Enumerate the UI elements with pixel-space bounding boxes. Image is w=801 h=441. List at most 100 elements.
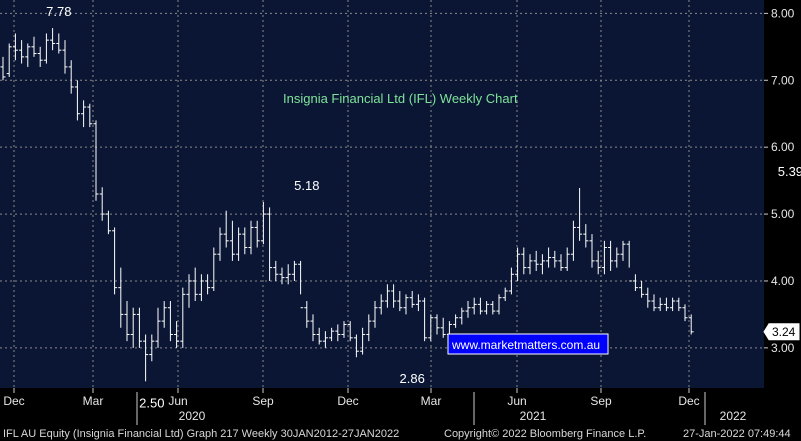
x-year-label: 2021 (520, 409, 547, 423)
ohlc-bar (217, 227, 223, 261)
ohlc-bar (186, 274, 192, 308)
ohlc-bar (484, 301, 490, 315)
ohlc-bar (56, 33, 62, 54)
ohlc-bar (583, 224, 589, 248)
ohlc-bar (291, 260, 297, 281)
ohlc-bar (136, 307, 142, 348)
ohlc-bar (614, 247, 620, 268)
ohlc-bar (112, 227, 118, 295)
watermark: www.marketmatters.com.au (447, 333, 609, 355)
ohlc-bar (670, 297, 676, 312)
last-price-marker: 3.24 (763, 323, 800, 341)
ohlc-bar (527, 254, 533, 275)
ohlc-bar (25, 43, 31, 67)
watermark-text: www.marketmatters.com.au (451, 338, 600, 352)
ohlc-bar (174, 321, 180, 348)
ohlc-bar (335, 324, 341, 342)
ohlc-bar (205, 274, 211, 295)
y-axis-ticks: 3.00 4.00 5.00 6.00 7.00 8.00 (764, 6, 795, 355)
ohlc-bar (384, 284, 390, 308)
price-annotation: 5.18 (294, 178, 319, 193)
y-tick-label: 5.00 (771, 207, 795, 221)
ohlc-bar (285, 264, 291, 285)
ohlc-bar (149, 334, 155, 362)
ohlc-bar (477, 297, 483, 315)
ohlc-bar (329, 327, 335, 342)
x-axis-ticks: Dec Mar Jun Sep Dec Mar Jun Sep Dec 2020 2021 2022 (3, 388, 747, 425)
ohlc-bar (118, 267, 124, 328)
ohlc-bar (211, 247, 217, 291)
ohlc-bar (539, 254, 545, 275)
ohlc-bar (81, 100, 87, 128)
ohlc-bar (564, 247, 570, 271)
ohlc-bar (428, 314, 434, 342)
footer-bar (0, 425, 801, 441)
ohlc-bar (236, 227, 242, 261)
ohlc-bar (663, 297, 669, 312)
ohlc-bar (37, 46, 43, 67)
y-tick-label: 8.00 (771, 6, 795, 20)
ohlc-bar (378, 294, 384, 315)
x-year-label: 2020 (179, 409, 206, 423)
ohlc-bar (577, 187, 583, 241)
ohlc-bar (620, 240, 626, 261)
ohlc-bar (372, 301, 378, 328)
ohlc-bar (105, 210, 111, 235)
ohlc-bar (242, 227, 248, 255)
ohlc-bar (6, 43, 12, 77)
ohlc-bar (521, 247, 527, 275)
gridlines (0, 0, 764, 388)
ohlc-bar (31, 36, 37, 57)
ohlc-bar (595, 250, 601, 275)
ohlc-bar (192, 267, 198, 302)
x-month-label: Mar (421, 394, 442, 408)
annotations: 7.78 2.50 5.18 2.86 5.39 (46, 4, 801, 410)
ohlc-bar (19, 40, 25, 64)
ohlc-bar (533, 250, 539, 271)
ohlc-bar (403, 294, 409, 315)
ohlc-bar (62, 40, 68, 74)
ohlc-bar (608, 240, 614, 271)
ohlc-bar (68, 60, 74, 94)
ohlc-bar (682, 304, 688, 322)
ohlc-bar (645, 287, 651, 308)
ohlc-bar (391, 284, 397, 308)
ohlc-bar (453, 314, 459, 328)
ohlc-bar (422, 297, 428, 342)
ohlc-bar (459, 307, 465, 325)
ohlc-bar (124, 301, 130, 342)
ohlc-bar (223, 210, 229, 248)
ohlc-bar (515, 247, 521, 281)
ohlc-bar (657, 297, 663, 312)
x-month-label: Dec (678, 394, 699, 408)
ohlc-bar (676, 297, 682, 312)
plot-background (0, 0, 764, 388)
ohlc-bar (558, 254, 564, 271)
ohlc-bar (43, 33, 49, 64)
ohlc-bar (465, 301, 471, 318)
y-tick-label: 7.00 (771, 73, 795, 87)
ohlc-bar (502, 287, 508, 302)
ohlc-bar (626, 240, 632, 282)
ohlc-bar (570, 220, 576, 261)
ohlc-bar (434, 314, 440, 335)
ohlc-bars (0, 28, 694, 382)
ohlc-bar (50, 28, 56, 51)
ohlc-bar (298, 260, 304, 309)
ohlc-bar (198, 274, 204, 302)
x-month-label: Mar (83, 394, 104, 408)
ohlc-bar (316, 327, 322, 345)
ohlc-bar (651, 294, 657, 312)
ohlc-bar (304, 301, 310, 328)
price-annotation: 2.50 (139, 395, 164, 410)
ohlc-bar (601, 240, 607, 275)
x-month-label: Sep (252, 394, 274, 408)
ohlc-bar (267, 207, 273, 281)
ohlc-bar (366, 314, 372, 342)
footer-center: Copyright© 2022 Bloomberg Finance L.P. (444, 428, 646, 440)
y-tick-label: 3.00 (771, 341, 795, 355)
footer-right: 27-Jan-2022 07:49:44 (683, 428, 791, 440)
price-annotation: 7.78 (46, 4, 71, 19)
price-annotation: 2.86 (400, 371, 425, 386)
ohlc-bar (322, 331, 328, 348)
